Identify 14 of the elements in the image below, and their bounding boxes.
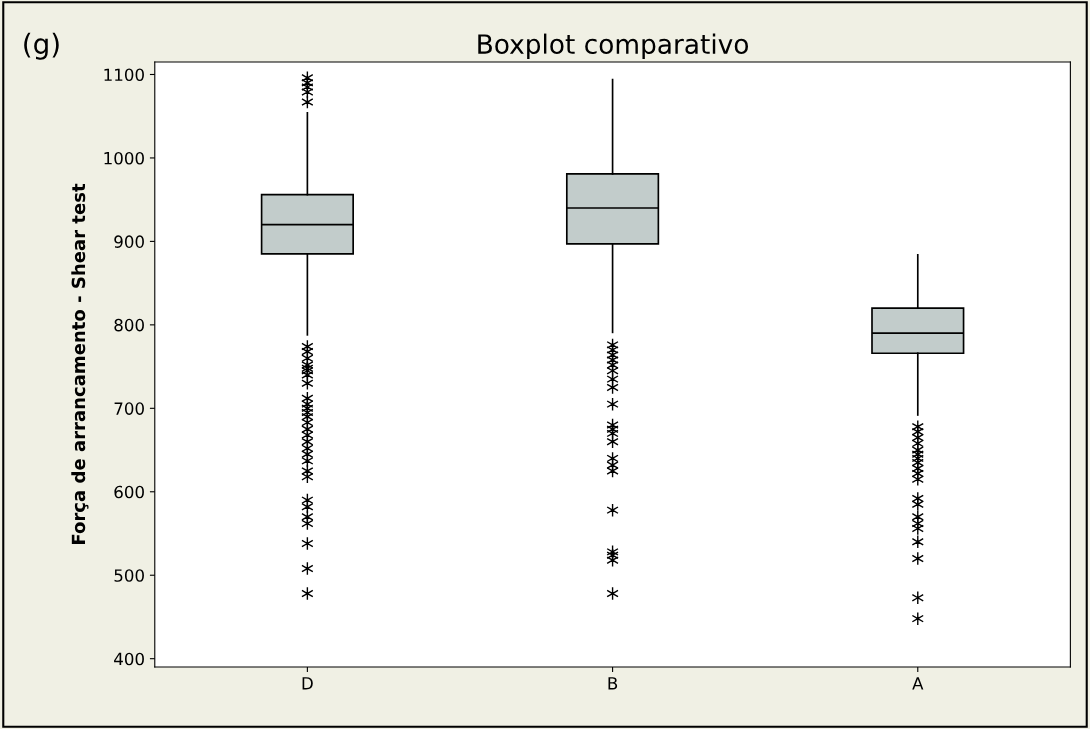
x-tick-label: A — [912, 677, 924, 690]
y-tick-label: 900 — [114, 235, 144, 248]
y-axis-title: Força de arrancamento - Shear test — [71, 183, 89, 544]
text: (g) — [24, 32, 59, 60]
chart-title: Boxplot comparativo — [478, 33, 749, 60]
y-tick-label: 800 — [114, 318, 144, 332]
y-tick-label: 700 — [114, 402, 144, 415]
y-tick-label: 400 — [114, 652, 144, 666]
y-tick-label: 500 — [114, 569, 144, 582]
y-tick-label: 1100 — [104, 68, 144, 82]
x-tick-label: B — [608, 677, 618, 690]
y-tick-label: 600 — [114, 485, 144, 499]
x-tick-label: D — [302, 677, 313, 690]
y-tick-label: 1000 — [104, 151, 144, 165]
